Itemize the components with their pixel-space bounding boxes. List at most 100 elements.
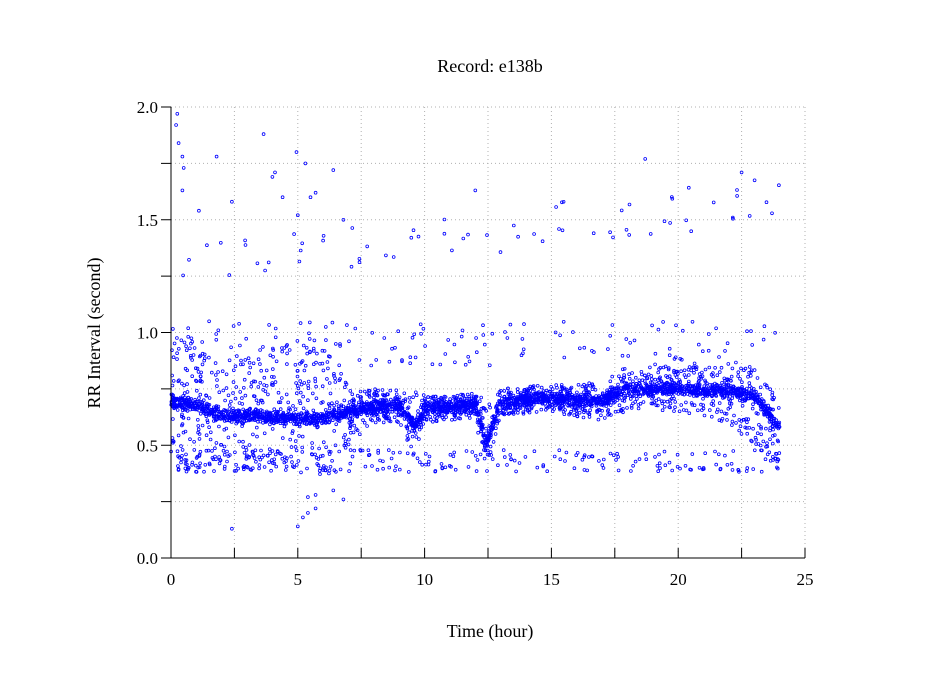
data-point xyxy=(715,407,720,412)
data-point xyxy=(251,450,255,455)
data-point xyxy=(232,416,236,421)
data-point xyxy=(750,406,755,411)
data-point xyxy=(301,515,305,520)
data-point xyxy=(365,244,370,249)
data-point xyxy=(608,379,613,384)
data-point xyxy=(299,411,304,415)
data-point xyxy=(453,399,458,403)
data-point xyxy=(588,394,593,398)
data-point xyxy=(267,323,271,327)
data-point xyxy=(203,462,208,467)
data-point xyxy=(770,407,775,412)
data-point xyxy=(453,411,458,416)
data-point xyxy=(431,402,436,406)
data-point xyxy=(266,418,270,423)
data-point xyxy=(509,390,513,395)
data-point xyxy=(747,381,752,385)
data-point xyxy=(744,392,749,397)
data-point xyxy=(183,429,188,434)
data-point xyxy=(232,368,236,373)
data-point xyxy=(231,391,235,395)
data-point xyxy=(273,380,278,384)
data-point xyxy=(405,438,410,442)
data-point xyxy=(572,397,577,401)
data-point xyxy=(376,388,380,393)
data-point xyxy=(483,443,487,448)
data-point xyxy=(311,362,316,367)
data-point xyxy=(215,409,220,413)
data-point xyxy=(557,227,561,231)
data-point xyxy=(706,332,711,336)
data-point xyxy=(515,387,520,391)
data-point xyxy=(248,365,253,370)
data-point xyxy=(206,403,211,407)
data-point xyxy=(505,336,510,340)
data-point xyxy=(415,456,420,461)
data-point xyxy=(764,426,768,431)
data-point xyxy=(267,460,271,465)
data-point xyxy=(662,399,666,404)
data-point xyxy=(687,411,692,416)
data-point xyxy=(399,423,403,427)
data-point xyxy=(583,385,588,389)
data-point xyxy=(212,415,217,419)
data-point xyxy=(372,406,377,411)
data-point xyxy=(686,185,691,190)
data-point xyxy=(582,382,586,387)
data-point xyxy=(393,468,397,473)
data-point xyxy=(313,379,318,384)
data-point xyxy=(656,397,661,401)
data-point xyxy=(729,378,733,383)
data-point xyxy=(372,395,376,400)
data-point xyxy=(321,413,326,418)
data-point xyxy=(196,370,201,374)
data-point xyxy=(227,403,232,407)
data-point xyxy=(656,327,661,332)
data-point xyxy=(353,412,358,417)
data-point xyxy=(656,383,661,388)
data-point xyxy=(420,462,425,467)
data-point xyxy=(230,410,234,415)
data-point xyxy=(175,112,180,116)
data-point xyxy=(508,322,513,327)
data-point xyxy=(711,383,715,388)
data-point xyxy=(695,393,700,398)
data-point xyxy=(474,412,478,417)
data-point xyxy=(761,399,766,403)
data-point xyxy=(442,231,447,236)
data-point xyxy=(193,397,197,402)
data-point xyxy=(611,453,616,458)
data-point xyxy=(413,355,418,360)
data-point xyxy=(200,401,205,406)
data-point xyxy=(518,392,523,397)
data-point xyxy=(175,449,180,454)
data-point xyxy=(582,453,587,458)
data-point xyxy=(749,370,753,374)
data-point xyxy=(302,381,307,385)
data-point xyxy=(740,384,744,389)
data-point xyxy=(350,226,355,230)
data-point xyxy=(516,234,520,239)
data-point xyxy=(321,468,326,472)
data-point xyxy=(677,409,682,414)
data-point xyxy=(423,398,428,403)
data-point xyxy=(197,452,202,457)
data-point xyxy=(667,460,672,465)
data-point xyxy=(199,404,203,409)
data-point xyxy=(469,391,474,396)
data-point xyxy=(631,463,635,468)
data-point xyxy=(764,200,769,205)
data-point xyxy=(505,463,509,467)
data-point xyxy=(672,370,676,375)
data-point xyxy=(187,465,191,470)
data-point xyxy=(310,441,314,445)
data-point xyxy=(180,188,185,193)
data-point xyxy=(573,393,577,398)
data-point xyxy=(183,458,188,462)
data-point xyxy=(729,401,734,406)
data-point xyxy=(554,399,558,403)
data-point xyxy=(511,410,516,415)
data-point xyxy=(285,413,289,417)
data-point xyxy=(771,427,775,432)
data-point xyxy=(393,345,397,350)
